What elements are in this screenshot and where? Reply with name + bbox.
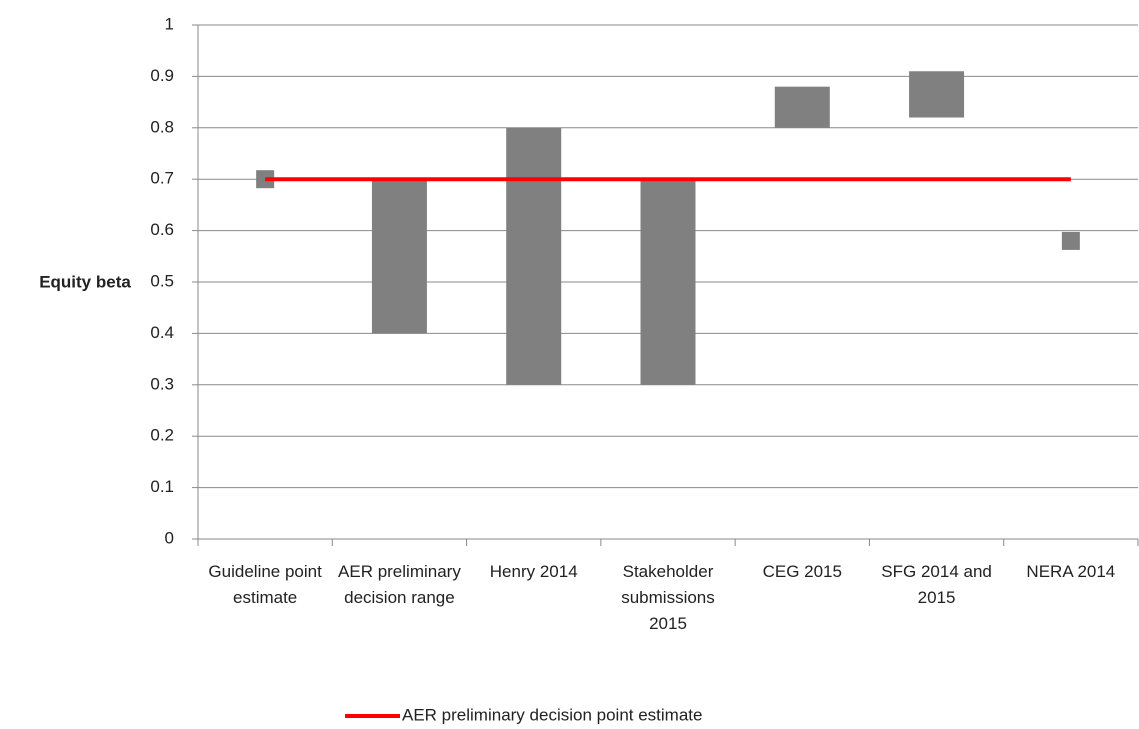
range-bar: [506, 127, 562, 385]
y-tick-label: 0: [165, 528, 174, 547]
y-tick-label: 0.7: [150, 169, 174, 188]
x-tick-label: AER preliminary decision range: [338, 562, 461, 607]
x-tick-label: SFG 2014 and 2015: [881, 562, 992, 607]
y-axis-label: Equity beta: [39, 272, 131, 291]
y-tick-label: 0.8: [150, 117, 174, 136]
x-tick-label: Henry 2014: [490, 562, 578, 581]
range-bar: [371, 179, 427, 334]
range-bar: [909, 71, 965, 118]
x-tick-label: Stakeholder submissions 2015: [621, 562, 715, 633]
x-tick-label: Guideline point estimate: [208, 562, 322, 607]
y-tick-label: 0.1: [150, 477, 174, 496]
range-bar: [640, 179, 696, 385]
y-tick-label: 0.6: [150, 220, 174, 239]
y-tick-label: 1: [165, 14, 174, 33]
y-tick-label: 0.2: [150, 426, 174, 445]
x-tick-label: NERA 2014: [1026, 562, 1115, 581]
y-tick-label: 0.5: [150, 271, 174, 290]
y-tick-label: 0.9: [150, 66, 174, 85]
y-tick-label: 0.3: [150, 374, 174, 393]
point-marker: [1061, 231, 1080, 250]
range-bar: [774, 86, 830, 128]
y-tick-label: 0.4: [150, 323, 174, 342]
x-tick-label: CEG 2015: [763, 562, 842, 581]
legend-label: AER preliminary decision point estimate: [402, 705, 702, 724]
